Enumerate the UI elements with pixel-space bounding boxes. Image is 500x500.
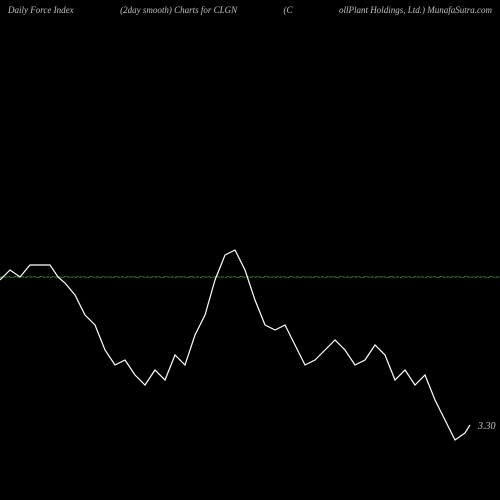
header-left-text: Daily Force Index	[8, 5, 74, 15]
chart-area: 3.30	[0, 25, 500, 500]
value-label: 3.30	[478, 421, 496, 432]
header-center-b-text: (C	[284, 5, 293, 15]
header-right-text: ollPlant Holdings, Ltd.) MunafaSutra.com	[339, 5, 492, 15]
header-center-a-text: (2day smooth) Charts for CLGN	[120, 5, 237, 15]
zero-line	[0, 276, 499, 277]
data-line	[0, 250, 470, 440]
chart-header: Daily Force Index (2day smooth) Charts f…	[0, 5, 500, 15]
force-index-chart	[0, 25, 500, 500]
